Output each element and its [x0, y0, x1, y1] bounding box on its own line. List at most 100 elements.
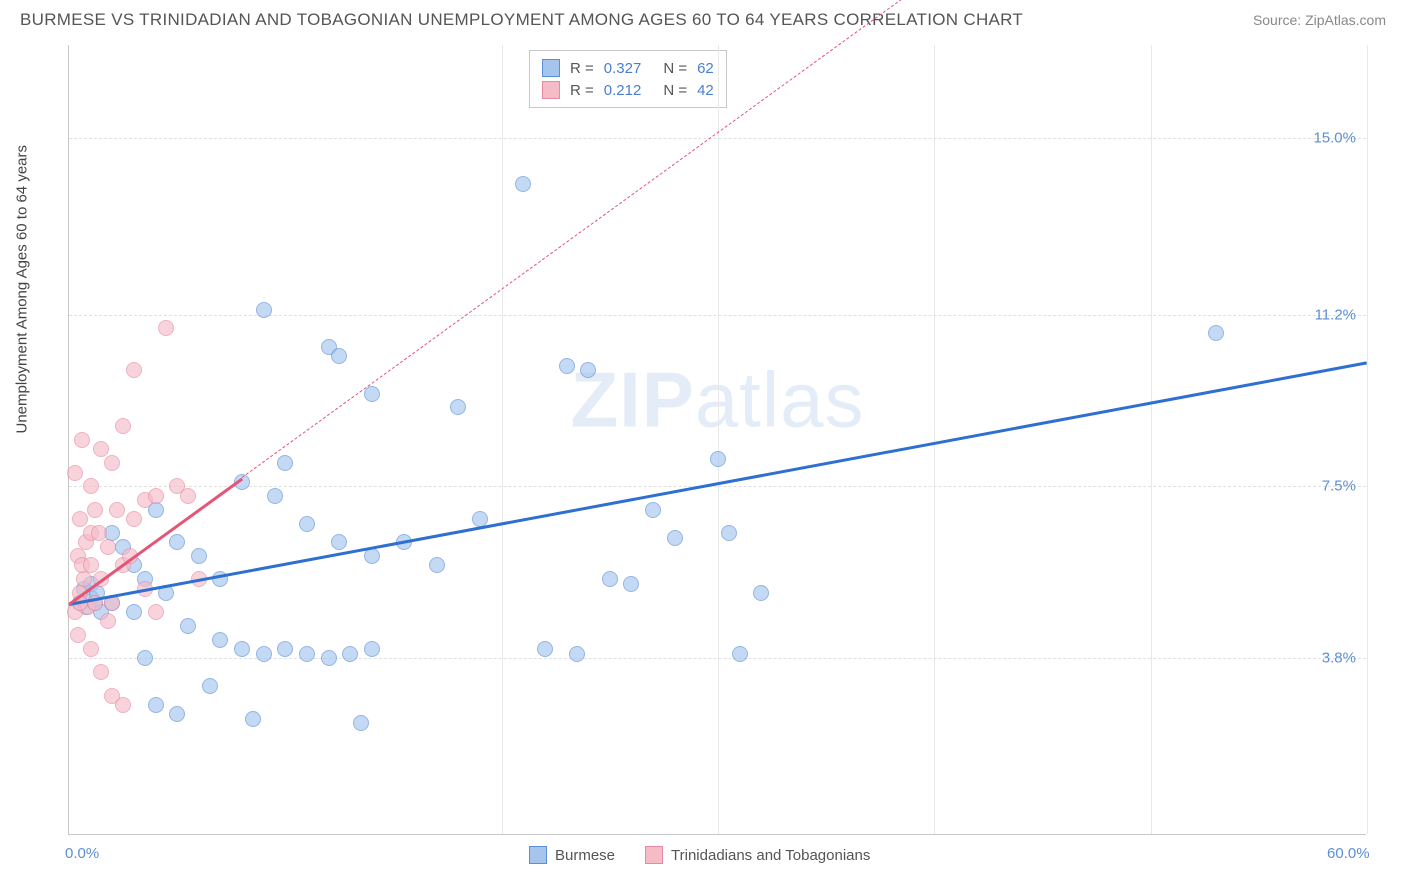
watermark-suffix: atlas: [695, 356, 865, 444]
data-point: [429, 557, 445, 573]
plot-area: ZIPatlas R =0.327N =62R =0.212N =42 Burm…: [68, 45, 1366, 835]
data-point: [667, 530, 683, 546]
data-point: [364, 641, 380, 657]
data-point: [321, 650, 337, 666]
data-point: [331, 348, 347, 364]
data-point: [115, 697, 131, 713]
data-point: [732, 646, 748, 662]
source-label: Source: ZipAtlas.com: [1253, 12, 1386, 28]
grid-line-vertical: [718, 45, 719, 834]
data-point: [72, 511, 88, 527]
legend-r-label: R =: [570, 82, 594, 99]
data-point: [93, 664, 109, 680]
data-point: [74, 432, 90, 448]
data-point: [537, 641, 553, 657]
data-point: [277, 641, 293, 657]
data-point: [76, 571, 92, 587]
data-point: [67, 465, 83, 481]
legend-correlation-row: R = 0.212 N = 42: [542, 79, 714, 101]
legend-swatch: [645, 846, 663, 864]
data-point: [115, 418, 131, 434]
chart-container: Unemployment Among Ages 60 to 64 years Z…: [50, 45, 1386, 835]
data-point: [342, 646, 358, 662]
legend-correlation: R = 0.327 N = 62 R = 0.212 N = 42: [529, 50, 727, 108]
data-point: [277, 455, 293, 471]
legend-n-value: 42: [697, 82, 714, 99]
data-point: [753, 585, 769, 601]
legend-series-item: Burmese: [529, 846, 615, 864]
data-point: [148, 488, 164, 504]
legend-swatch: [542, 59, 560, 77]
data-point: [100, 539, 116, 555]
data-point: [710, 451, 726, 467]
legend-correlation-row: R = 0.327 N = 62: [542, 57, 714, 79]
legend-r-value: 0.212: [604, 82, 642, 99]
legend-n-value: 62: [697, 60, 714, 77]
data-point: [234, 641, 250, 657]
legend-series-item: Trinidadians and Tobagonians: [645, 846, 870, 864]
data-point: [126, 511, 142, 527]
data-point: [83, 478, 99, 494]
data-point: [93, 441, 109, 457]
data-point: [299, 646, 315, 662]
data-point: [91, 525, 107, 541]
legend-r-label: R =: [570, 60, 594, 77]
grid-line-vertical: [502, 45, 503, 834]
data-point: [158, 320, 174, 336]
data-point: [70, 627, 86, 643]
legend-n-label: N =: [663, 82, 687, 99]
y-tick-label: 3.8%: [1322, 650, 1356, 667]
data-point: [256, 646, 272, 662]
legend-series-label: Trinidadians and Tobagonians: [671, 847, 870, 864]
data-point: [87, 502, 103, 518]
data-point: [645, 502, 661, 518]
grid-line-vertical: [934, 45, 935, 834]
legend-swatch: [542, 81, 560, 99]
grid-line-vertical: [1151, 45, 1152, 834]
data-point: [83, 641, 99, 657]
x-tick-label: 0.0%: [65, 845, 99, 862]
data-point: [148, 604, 164, 620]
legend-n-label: N =: [663, 60, 687, 77]
data-point: [245, 711, 261, 727]
data-point: [83, 557, 99, 573]
legend-swatch: [529, 846, 547, 864]
y-tick-label: 7.5%: [1322, 478, 1356, 495]
data-point: [137, 650, 153, 666]
data-point: [212, 632, 228, 648]
data-point: [721, 525, 737, 541]
data-point: [623, 576, 639, 592]
legend-r-value: 0.327: [604, 60, 642, 77]
data-point: [1208, 325, 1224, 341]
data-point: [580, 362, 596, 378]
data-point: [180, 618, 196, 634]
data-point: [169, 706, 185, 722]
data-point: [191, 548, 207, 564]
data-point: [602, 571, 618, 587]
data-point: [450, 399, 466, 415]
legend-series: Burmese Trinidadians and Tobagonians: [529, 846, 870, 864]
data-point: [299, 516, 315, 532]
data-point: [559, 358, 575, 374]
data-point: [256, 302, 272, 318]
y-tick-label: 11.2%: [1315, 306, 1356, 323]
data-point: [169, 534, 185, 550]
data-point: [109, 502, 125, 518]
data-point: [104, 455, 120, 471]
data-point: [569, 646, 585, 662]
legend-series-label: Burmese: [555, 847, 615, 864]
data-point: [100, 613, 116, 629]
x-tick-label: 60.0%: [1327, 845, 1370, 862]
data-point: [515, 176, 531, 192]
data-point: [353, 715, 369, 731]
y-axis-label: Unemployment Among Ages 60 to 64 years: [14, 145, 31, 434]
data-point: [148, 697, 164, 713]
data-point: [180, 488, 196, 504]
data-point: [126, 604, 142, 620]
data-point: [331, 534, 347, 550]
data-point: [267, 488, 283, 504]
y-tick-label: 15.0%: [1313, 129, 1356, 146]
grid-line-vertical: [1367, 45, 1368, 834]
data-point: [126, 362, 142, 378]
data-point: [202, 678, 218, 694]
